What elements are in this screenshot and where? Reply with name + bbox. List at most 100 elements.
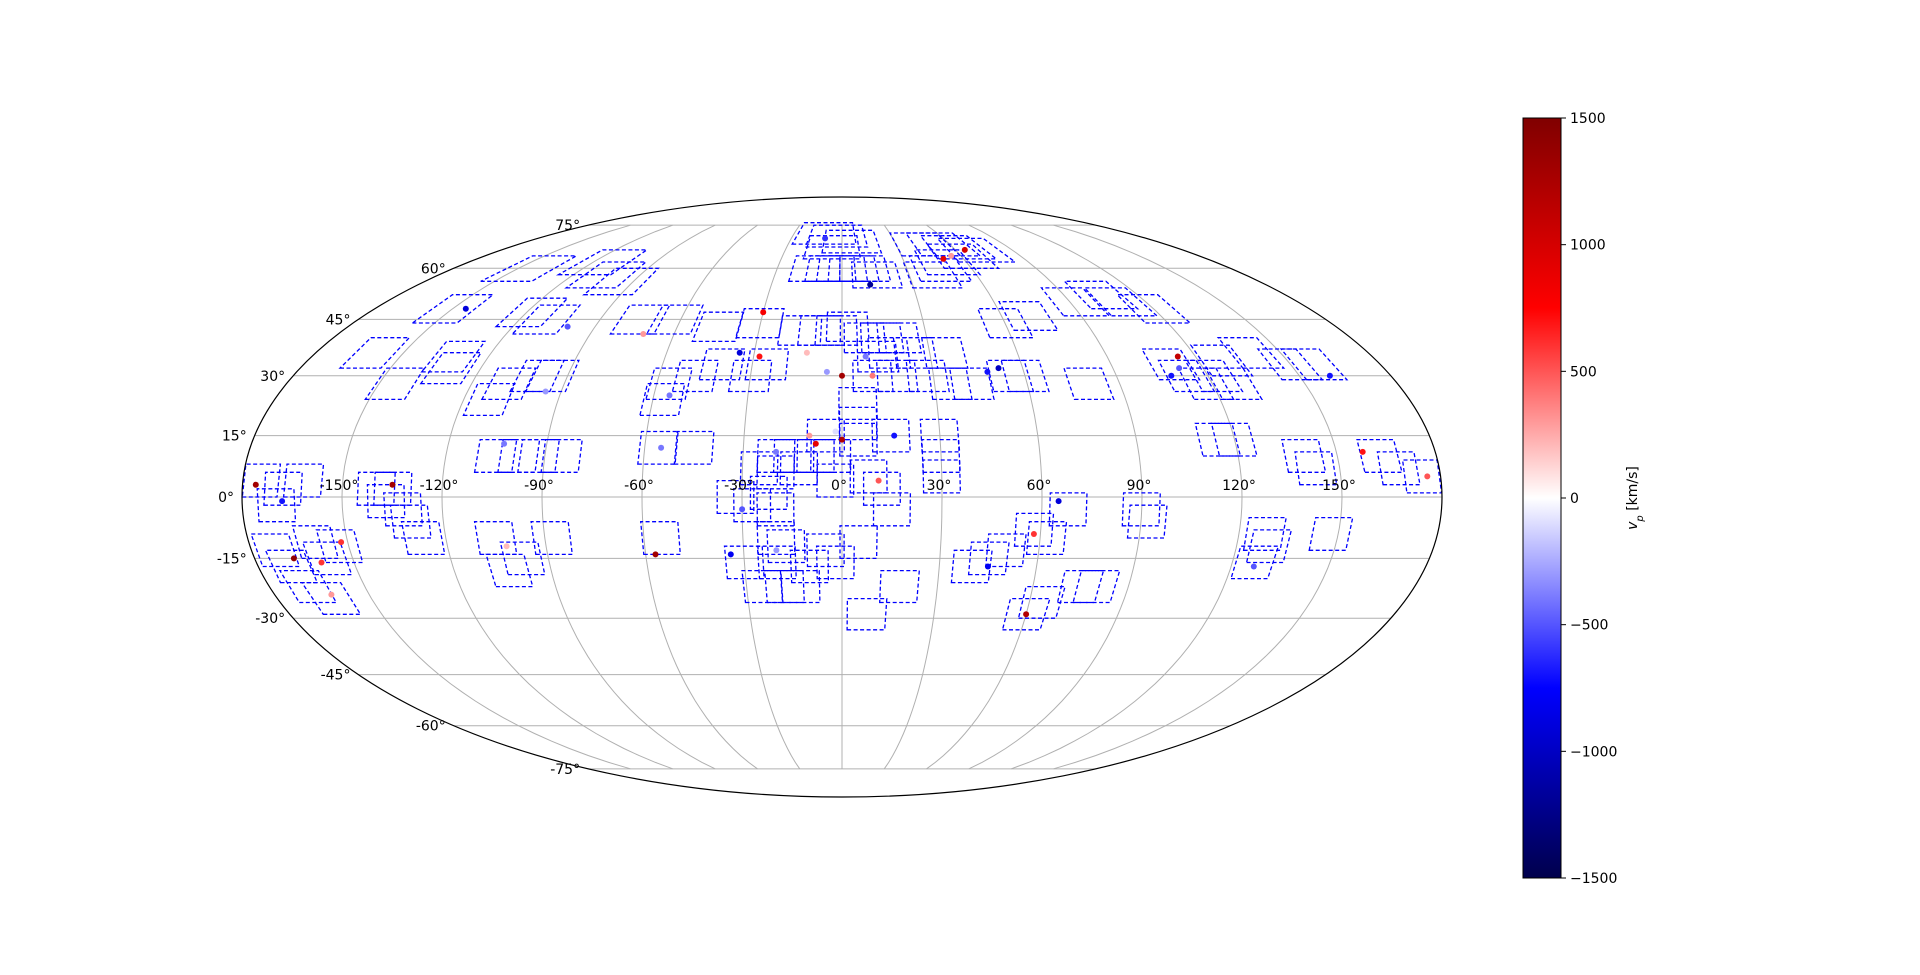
survey-field [473, 438, 518, 473]
lat-tick-label: 30° [260, 369, 285, 385]
survey-field [948, 367, 995, 401]
velocity-point [666, 392, 673, 399]
survey-field [473, 521, 518, 556]
lat-tick-label: 60° [421, 261, 446, 277]
lat-tick-label: 0° [218, 490, 234, 506]
lon-tick-label: 30° [927, 478, 952, 494]
survey-field [1017, 585, 1066, 619]
velocity-point [279, 498, 286, 505]
lon-gridline [926, 224, 1043, 770]
map-boundary [241, 196, 1443, 798]
survey-field [908, 255, 973, 282]
survey-field [846, 597, 888, 631]
survey-field [723, 545, 765, 580]
survey-field [850, 261, 904, 289]
lon-tick-label: -120° [420, 478, 459, 494]
lon-gridline [1011, 224, 1243, 770]
lon-tick-label: 90° [1127, 478, 1152, 494]
graticule [242, 224, 1442, 770]
survey-field [872, 492, 912, 527]
latitude-tick-labels: 75° 60° 45° 30° 15° 0° -15° -30° -45° -60° -75° [217, 218, 580, 778]
survey-field [789, 549, 830, 584]
survey-field [1230, 545, 1280, 580]
velocity-point [839, 372, 845, 379]
survey-field [816, 463, 855, 498]
velocity-point [542, 388, 549, 395]
survey-field [1115, 294, 1192, 324]
survey-field [806, 533, 845, 568]
survey-field [1126, 504, 1168, 539]
survey-field [1279, 348, 1349, 381]
survey-field [291, 525, 340, 560]
survey-field [480, 255, 579, 282]
velocity-point [862, 353, 869, 360]
survey-field [925, 243, 1001, 269]
survey-field [315, 529, 364, 564]
survey-field [1308, 516, 1354, 551]
survey-field [256, 488, 297, 523]
velocity-point [501, 440, 508, 447]
survey-field [802, 235, 862, 260]
survey-field [1040, 287, 1111, 317]
longitude-tick-labels: -150° -120° -90° -60° -30° 0° 30° 60° 90° 120° 150… [320, 478, 1356, 494]
lon-tick-label: -60° [624, 478, 654, 494]
lon-gridline [883, 224, 943, 770]
survey-field [364, 367, 426, 401]
lon-gridline [968, 224, 1143, 770]
survey-field [919, 418, 961, 453]
colorbar-gradient [1522, 117, 1562, 879]
survey-field [494, 297, 570, 328]
survey-field [727, 359, 773, 393]
survey-field [420, 340, 487, 373]
survey-field [913, 249, 982, 276]
survey-field [1194, 422, 1242, 457]
survey-field [985, 533, 1027, 568]
velocity-point [252, 481, 259, 488]
survey-field [637, 430, 679, 465]
velocity-point [1174, 353, 1181, 360]
survey-field [582, 267, 660, 296]
survey-field [927, 367, 973, 401]
survey-field [806, 418, 845, 453]
survey-field [282, 463, 325, 498]
colorbar-tick-label: 1000 [1570, 238, 1606, 254]
velocity-point [867, 281, 874, 288]
survey-field [1157, 359, 1216, 393]
lon-gridline [1053, 224, 1343, 770]
survey-field [1177, 367, 1235, 401]
lon-gridline [441, 224, 673, 770]
survey-field [821, 229, 883, 254]
survey-field [825, 311, 870, 343]
survey-field [671, 359, 720, 393]
survey-field [744, 348, 790, 381]
velocity-point [462, 305, 469, 312]
survey-field [1121, 492, 1161, 527]
map-area: -150° -120° -90° -60° -30° 0° 30° 60° 90° 120° 150… [217, 196, 1443, 798]
velocity-point [1326, 372, 1333, 379]
survey-field [356, 471, 396, 506]
survey-field [838, 386, 878, 421]
velocity-point [658, 444, 665, 451]
survey-field [1025, 521, 1068, 556]
velocity-point [812, 440, 819, 447]
survey-field [919, 235, 999, 260]
lat-tick-label: -75° [550, 762, 580, 778]
lon-tick-label: -30° [724, 478, 754, 494]
survey-field [241, 463, 282, 498]
velocity-point [940, 255, 947, 262]
velocity-point [839, 436, 845, 443]
survey-field [862, 471, 901, 506]
lon-tick-label: 150° [1322, 478, 1356, 494]
survey-field [756, 438, 796, 473]
survey-field [366, 484, 406, 519]
survey-field [263, 471, 303, 506]
survey-field [1281, 438, 1327, 473]
velocity-point [823, 368, 830, 375]
survey-field [639, 382, 686, 417]
survey-field [1245, 529, 1293, 564]
survey-field [950, 549, 993, 584]
survey-field [1048, 492, 1088, 527]
survey-field [879, 569, 921, 604]
velocity-point [961, 246, 968, 253]
survey-field [779, 451, 819, 486]
